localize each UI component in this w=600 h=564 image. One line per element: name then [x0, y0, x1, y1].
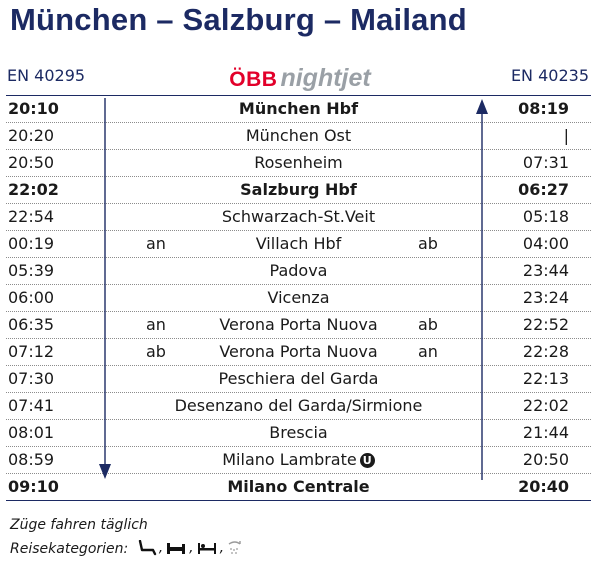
departure-time-southbound: 20:50: [8, 153, 55, 172]
departure-time-northbound: 04:00: [522, 234, 569, 253]
departure-time-southbound: 22:02: [8, 180, 59, 199]
station-name: Rosenheim: [254, 153, 343, 172]
departure-time-northbound: 22:02: [522, 396, 569, 415]
timetable-row: 22:02 Salzburg Hbf 06:27: [6, 176, 591, 203]
timetable-row: 09:10 Milano Centrale 20:40: [6, 473, 591, 501]
departure-time-northbound: |: [563, 126, 569, 145]
brand-logo: ÖBB nightjet: [0, 64, 600, 93]
departure-time-southbound: 07:30: [8, 369, 55, 388]
station-name: Milano Centrale: [227, 477, 370, 496]
timetable-row: 00:19 an Villach Hbf ab 04:00: [6, 230, 591, 257]
timetable-row: 07:30 Peschiera del Garda 22:13: [6, 365, 591, 392]
departure-time-southbound: 09:10: [8, 477, 59, 496]
arrival-departure-marker-left: ab: [146, 342, 166, 361]
departure-time-northbound: 23:44: [522, 261, 569, 280]
arrival-departure-marker-left: an: [146, 315, 166, 334]
station-name: Milano Lambrate U: [6, 447, 591, 473]
departure-time-southbound: 05:39: [8, 261, 55, 280]
timetable-row: 06:00 Vicenza 23:24: [6, 284, 591, 311]
couchette-icon: [167, 543, 186, 554]
station-name: München Ost: [245, 126, 352, 145]
departure-time-northbound: 22:13: [522, 369, 569, 388]
departure-time-northbound: 20:40: [518, 477, 569, 496]
departure-time-southbound: 06:35: [8, 315, 55, 334]
arrival-departure-marker-right: ab: [418, 315, 438, 334]
direction-down-arrow-icon: [99, 98, 111, 479]
station-name: Schwarzach-St.Veit: [221, 207, 376, 226]
departure-time-northbound: 22:52: [522, 315, 569, 334]
departure-time-northbound: 23:24: [522, 288, 569, 307]
timetable-row: 06:35 an Verona Porta Nuova ab 22:52: [6, 311, 591, 338]
departure-time-southbound: 20:20: [8, 126, 55, 145]
arrival-departure-marker-right: an: [418, 342, 438, 361]
train-number-left: EN 40295: [7, 66, 86, 85]
timetable-row: 07:41 Desenzano del Garda/Sirmione 22:02: [6, 392, 591, 419]
departure-time-southbound: 07:41: [8, 396, 55, 415]
category-icons: , , ,: [137, 540, 244, 556]
train-number-right: EN 40235: [510, 66, 589, 85]
station-name: Vicenza: [267, 288, 330, 307]
departure-time-northbound: 07:31: [522, 153, 569, 172]
station-name: Padova: [269, 261, 328, 280]
departure-time-northbound: 21:44: [522, 423, 569, 442]
departure-time-southbound: 07:12: [8, 342, 55, 361]
timetable-row: 07:12 ab Verona Porta Nuova an 22:28: [6, 338, 591, 365]
timetable-row: 08:59 Milano Lambrate U 20:50: [6, 446, 591, 473]
timetable-row: 08:01 Brescia 21:44: [6, 419, 591, 446]
shower-icon: [228, 541, 241, 554]
footer-categories: Reisekategorien: , , ,: [10, 540, 244, 557]
timetable-row: 05:39 Padova 23:44: [6, 257, 591, 284]
station-name: Verona Porta Nuova: [219, 315, 378, 334]
arrival-departure-marker-left: an: [146, 234, 166, 253]
departure-time-southbound: 08:01: [8, 423, 55, 442]
timetable-row: 22:54 Schwarzach-St.Veit 05:18: [6, 203, 591, 230]
departure-time-northbound: 05:18: [522, 207, 569, 226]
seat-icon: [138, 540, 156, 556]
station-name: Salzburg Hbf: [240, 180, 357, 199]
station-name: Peschiera del Garda: [218, 369, 379, 388]
direction-up-arrow-icon: [476, 99, 488, 480]
station-name: München Hbf: [238, 99, 359, 118]
timetable: 20:10 München Hbf 08:19 20:20 München Ost | 20…: [6, 95, 591, 501]
departure-time-northbound: 20:50: [522, 450, 569, 469]
departure-time-southbound: 20:10: [8, 99, 59, 118]
departure-time-northbound: 22:28: [522, 342, 569, 361]
station-name: Villach Hbf: [255, 234, 342, 253]
station-name: Desenzano del Garda/Sirmione: [174, 396, 423, 415]
departure-time-northbound: 06:27: [518, 180, 569, 199]
ubahn-badge-icon: U: [359, 453, 375, 468]
sleeper-icon: [197, 543, 216, 554]
departure-time-northbound: 08:19: [518, 99, 569, 118]
arrival-departure-marker-right: ab: [418, 234, 438, 253]
station-name: Verona Porta Nuova: [219, 342, 378, 361]
timetable-row: 20:50 Rosenheim 07:31: [6, 149, 591, 176]
departure-time-southbound: 08:59: [8, 450, 55, 469]
timetable-row: 20:20 München Ost |: [6, 122, 591, 149]
departure-time-southbound: 06:00: [8, 288, 55, 307]
footer-daily-note: Züge fahren täglich: [10, 517, 148, 533]
obb-logo: ÖBB: [229, 68, 278, 91]
station-name-text: Milano Lambrate: [222, 450, 357, 469]
station-name: Brescia: [269, 423, 328, 442]
departure-time-southbound: 00:19: [8, 234, 55, 253]
timetable-row: 20:10 München Hbf 08:19: [6, 95, 591, 122]
nightjet-logo: nightjet: [280, 64, 371, 92]
categories-label: Reisekategorien:: [10, 541, 129, 557]
departure-time-southbound: 22:54: [8, 207, 55, 226]
page-title: München – Salzburg – Mailand: [10, 2, 467, 37]
